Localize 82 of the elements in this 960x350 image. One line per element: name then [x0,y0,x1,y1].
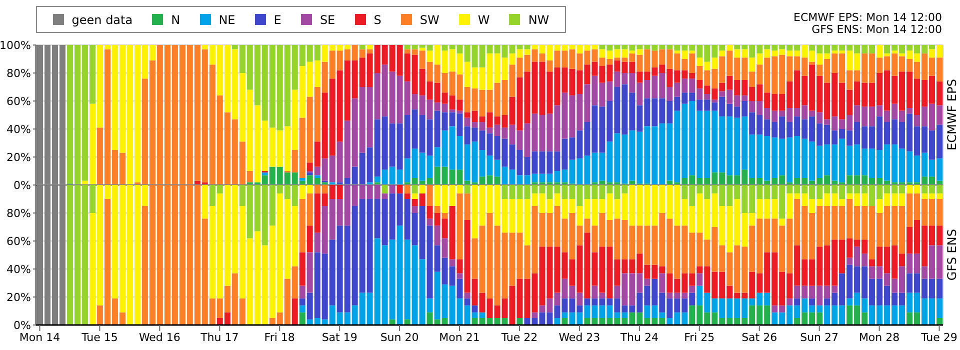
y-axis-title: ECMWF EPS [945,79,959,151]
bar [426,218,433,226]
bar [262,172,268,176]
bar [456,273,463,279]
bar [404,193,410,199]
legend-label: W [476,12,490,26]
x-tick-label: Sat 26 [742,330,778,344]
y-axis-title: GFS ENS [945,229,959,281]
text: ECMWF EPS: Mon 14 12:00 [794,11,942,24]
y-tick-label: 60% [6,94,31,108]
bar [374,182,380,185]
bar [412,206,418,213]
bar [299,178,306,181]
bar [464,298,470,306]
bar [442,213,448,219]
x-tick-label: Thu 24 [619,330,658,344]
legend-label: S [372,12,382,26]
x-tick-label: Sun 20 [380,330,419,344]
x-tick-label: Tue 29 [920,330,958,344]
bar [659,273,666,293]
bar [299,312,306,325]
x-tick-label: Tue 15 [80,330,118,344]
y-tick-label: 60% [6,234,31,248]
y-tick-label: 40% [6,122,31,136]
bar [719,50,726,56]
y-tick-label: 80% [6,66,31,80]
legend-label: NW [527,12,550,26]
y-tick-label: 0% [14,318,31,332]
bar [292,298,298,325]
bar [389,319,396,325]
x-tick-label: Thu 17 [200,330,239,344]
bar [359,45,366,50]
legend-label: E [272,12,282,26]
bar [299,252,306,286]
bar [366,45,373,50]
bar [892,50,898,54]
x-tick-label: Mon 21 [439,330,480,344]
bar [449,259,456,266]
y-tick-label: 80% [6,206,31,220]
bar [472,305,478,312]
text: GFS ENS: Mon 14 12:00 [810,23,942,36]
bar [794,298,800,306]
bar [329,182,336,185]
bar [419,48,426,51]
bar [366,182,373,185]
bar [306,172,313,176]
x-tick-label: Fri 18 [264,330,295,344]
legend-label: SE [318,12,336,26]
bar [554,318,560,325]
bar [786,298,793,306]
bar [936,318,943,325]
legend-label: geen data [70,12,133,26]
legend-label: SW [418,12,440,26]
x-tick-label: Mon 28 [858,330,900,344]
y-tick-label: 100% [0,38,31,52]
bar [516,318,523,325]
bar [712,100,718,102]
x-tick-label: Tue 22 [500,330,538,344]
legend-label: NE [218,12,236,26]
x-tick-label: Mon 14 [19,330,60,344]
bar [562,318,568,325]
x-tick-label: Fri 25 [684,330,715,344]
x-tick-label: Wed 16 [138,330,180,344]
bar [299,305,306,312]
bar [532,312,538,318]
bar [434,206,440,213]
bar [809,298,816,306]
x-tick-label: Sat 19 [322,330,358,344]
y-tick-label: 0% [14,178,31,192]
legend-label: N [170,12,180,26]
bar [696,273,703,286]
y-tick-label: 40% [6,262,31,276]
bar [404,319,410,325]
x-tick-label: Wed 23 [558,330,600,344]
bar [689,286,696,293]
bar [464,292,470,298]
bar [412,193,418,199]
y-tick-label: 20% [6,150,31,164]
x-tick-label: Sun 27 [800,330,839,344]
bar [314,175,320,178]
y-tick-label: 20% [6,290,31,304]
bar [779,218,786,226]
